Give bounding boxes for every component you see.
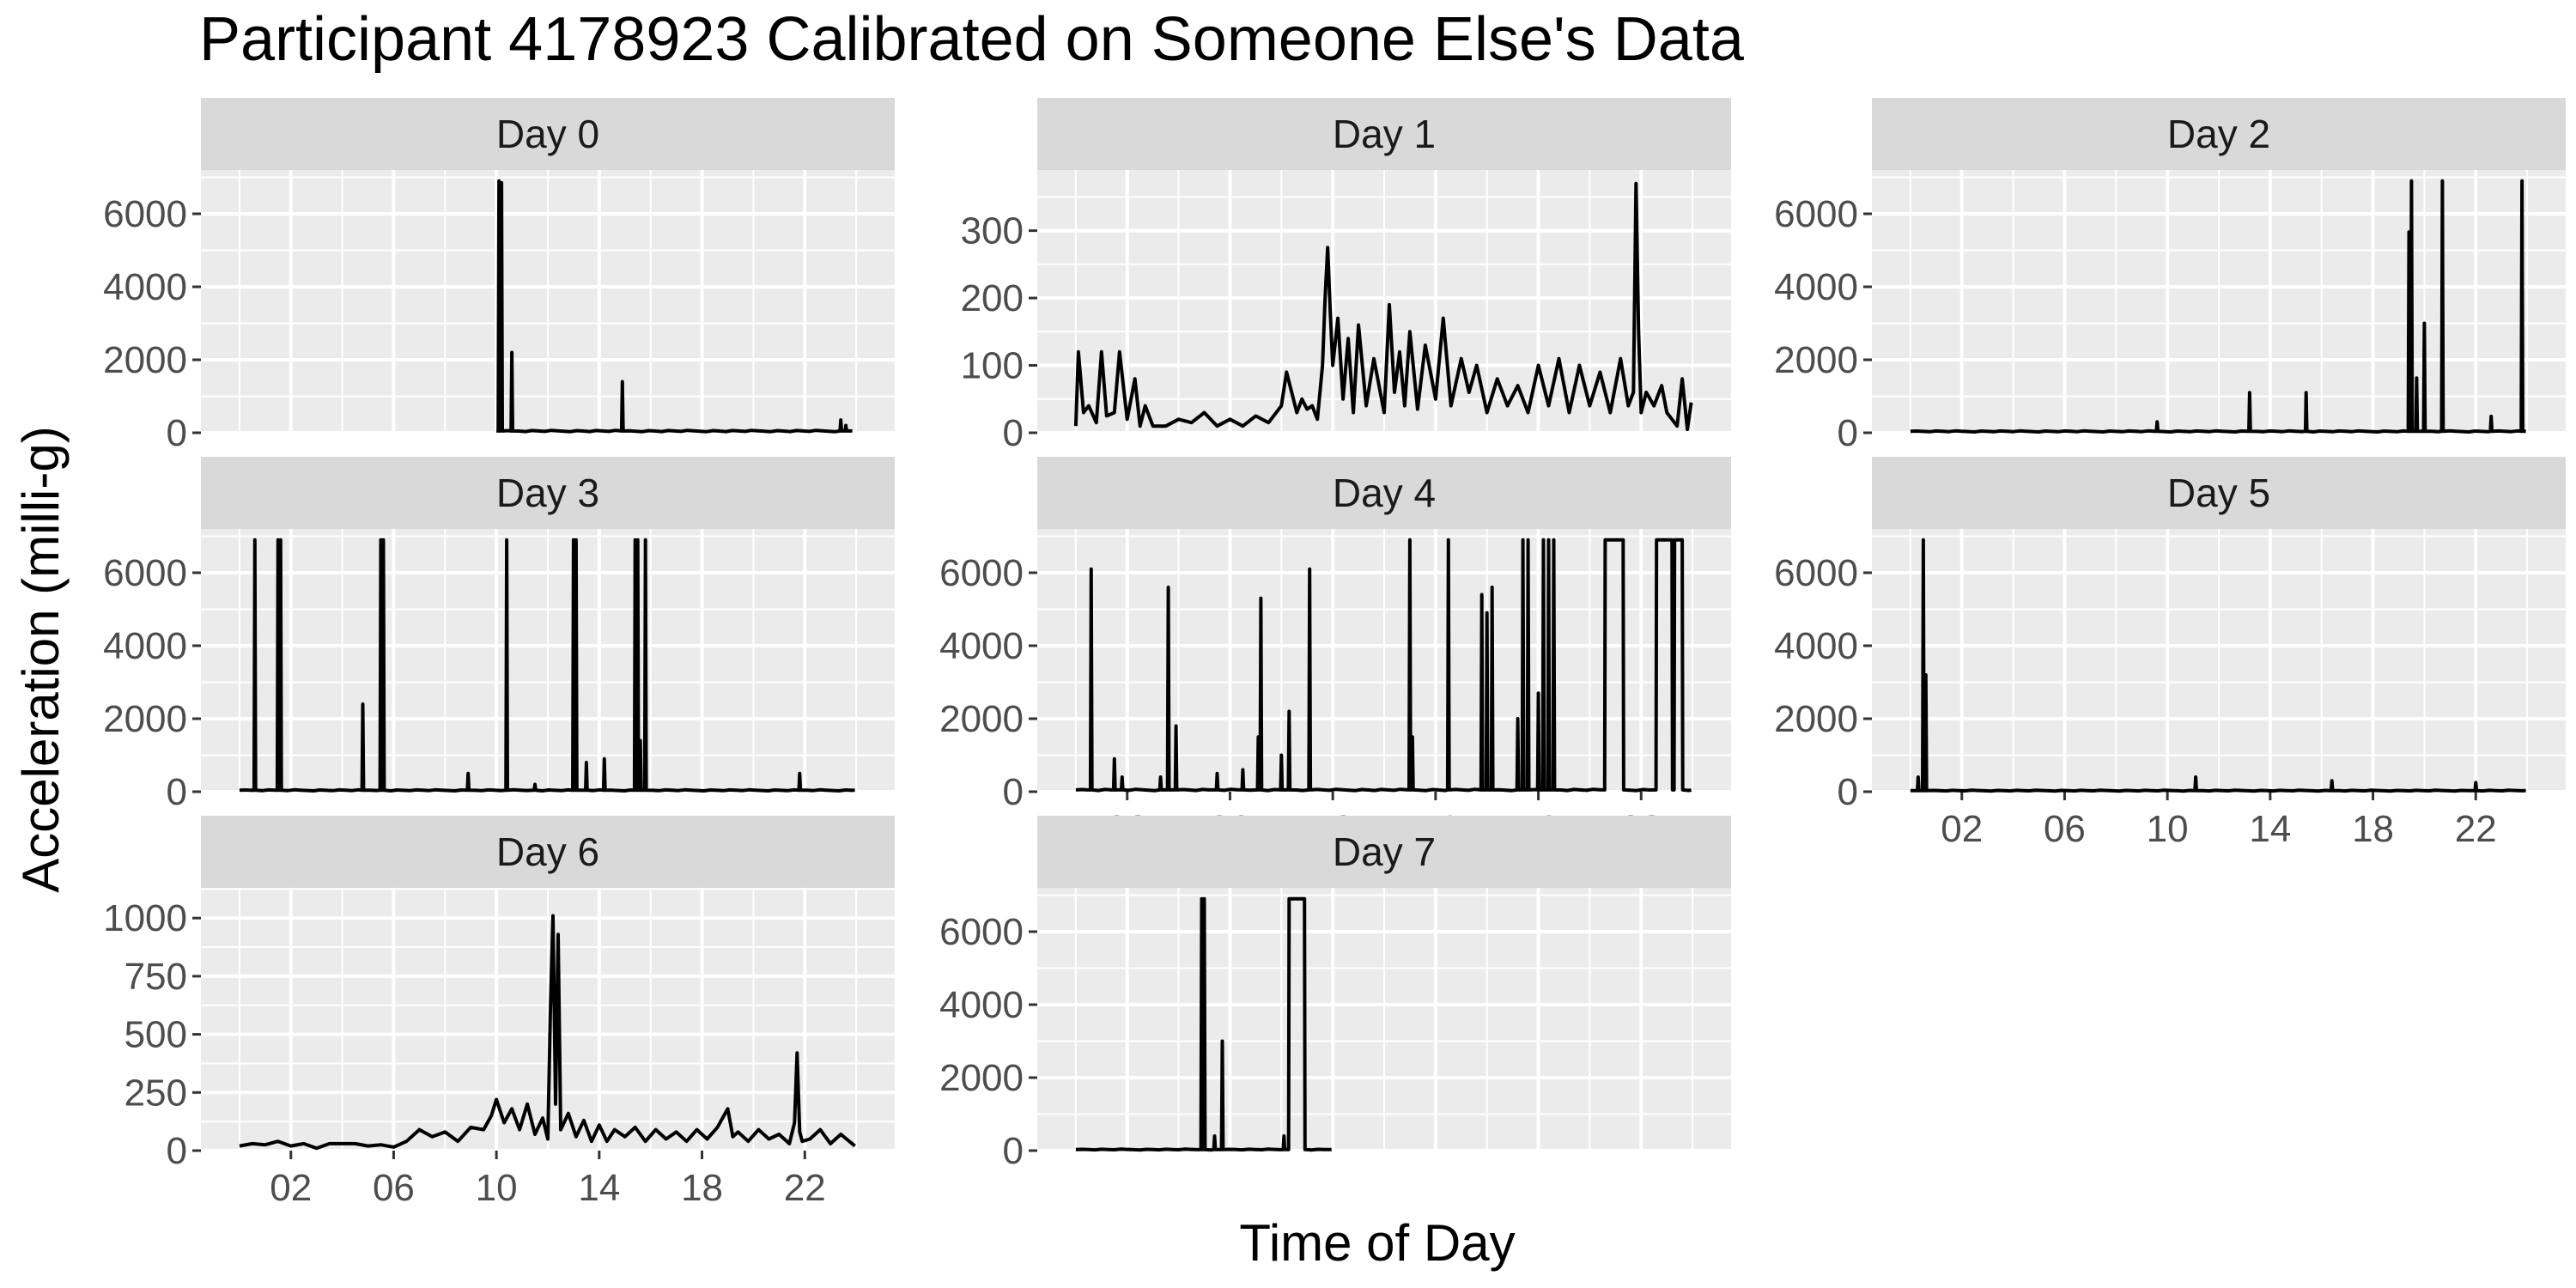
chart-title: Participant 4178923 Calibrated on Someon…: [199, 5, 1745, 74]
facet-panel: Day 7 0 2000 4000 6000: [939, 816, 1731, 1172]
facet-strip-label: Day 3: [496, 471, 599, 515]
facet-panel: Day 0 0 2000 4000 6000: [103, 98, 895, 454]
y-tick-label: 2000: [939, 698, 1024, 740]
x-tick-label: 22: [784, 1167, 826, 1209]
facet-panel: Day 2 0 2000 4000 6000: [1774, 98, 2566, 454]
facet-strip-label: Day 7: [1333, 829, 1436, 874]
series-line: [239, 538, 855, 793]
y-tick-label: 6000: [939, 552, 1024, 594]
facet-strip: [201, 816, 895, 888]
y-axis-title: Acceleration (milli-g): [12, 426, 70, 892]
x-tick-label: 02: [270, 1167, 312, 1209]
facet-panel: Day 6 0 250 500 750 1000 02 06 10 14 18 22: [103, 816, 895, 1209]
series-line: [1073, 181, 1693, 432]
y-tick-label: 750: [125, 956, 187, 998]
y-tick-label: 300: [961, 210, 1024, 252]
series-line: [1075, 538, 1692, 793]
y-tick-label: 0: [1838, 412, 1858, 454]
facet-strip-label: Day 1: [1333, 112, 1436, 156]
y-tick-label: 0: [167, 771, 187, 813]
facet-panel: Day 5 0 2000 4000 6000 02 06 10 14 18 22: [1774, 457, 2566, 850]
facet-strip-label: Day 2: [2167, 112, 2270, 156]
series-line: [1910, 538, 2526, 793]
y-tick-label: 6000: [103, 193, 187, 235]
facet-strip-label: Day 5: [2167, 471, 2270, 515]
series-line: [496, 179, 853, 434]
y-tick-label: 0: [1003, 771, 1024, 813]
y-tick-label: 1000: [103, 897, 187, 939]
y-tick-label: 4000: [1774, 625, 1858, 667]
y-tick-label: 100: [961, 345, 1024, 387]
x-axis-title: Time of Day: [1239, 1214, 1515, 1272]
y-tick-label: 2000: [1774, 698, 1858, 740]
facet-strip-label: Day 0: [496, 112, 599, 156]
facet-strip: [1872, 98, 2566, 170]
facet-strip-label: Day 6: [496, 829, 599, 874]
series-line: [1910, 179, 2526, 434]
y-tick-label: 500: [125, 1014, 187, 1056]
y-tick-label: 0: [1838, 771, 1858, 813]
y-tick-label: 4000: [1774, 266, 1858, 308]
y-tick-label: 2000: [939, 1057, 1024, 1099]
y-tick-label: 2000: [103, 698, 187, 740]
x-tick-label: 14: [2249, 808, 2291, 850]
y-tick-label: 4000: [103, 625, 187, 667]
y-tick-label: 4000: [103, 266, 187, 308]
y-tick-label: 2000: [103, 339, 187, 381]
y-tick-label: 6000: [1774, 193, 1858, 235]
facet-panel: Day 40200040006000020610141822: [939, 457, 1731, 850]
y-tick-label: 0: [1003, 412, 1024, 454]
y-tick-label: 6000: [939, 911, 1024, 953]
facet-panel: Day 3 0 2000 4000 6000: [103, 457, 895, 813]
y-tick-label: 200: [961, 277, 1024, 319]
x-tick-label: 14: [578, 1167, 620, 1209]
facet-strip: [201, 98, 895, 170]
x-tick-label: 06: [373, 1167, 415, 1209]
y-tick-label: 0: [167, 412, 187, 454]
facet-strip: [1037, 457, 1731, 529]
facet-strip: [1037, 816, 1731, 888]
y-tick-label: 0: [167, 1130, 187, 1172]
facet-strip: [1872, 457, 2566, 529]
facet-panel: Day 1 0 100 200 300: [961, 98, 1731, 454]
x-tick-label: 18: [681, 1167, 723, 1209]
y-tick-label: 2000: [1774, 339, 1858, 381]
y-tick-label: 6000: [103, 552, 187, 594]
x-tick-label: 10: [2147, 808, 2189, 850]
facet-strip: [201, 457, 895, 529]
x-tick-label: 10: [476, 1167, 518, 1209]
y-tick-label: 4000: [939, 625, 1024, 667]
y-tick-label: 4000: [939, 984, 1024, 1026]
y-tick-label: 250: [125, 1072, 187, 1114]
x-tick-label: 02: [1941, 808, 1983, 850]
facet-strip: [1037, 98, 1731, 170]
y-tick-label: 6000: [1774, 552, 1858, 594]
x-tick-label: 22: [2455, 808, 2497, 850]
x-tick-label: 18: [2352, 808, 2394, 850]
series-line: [239, 914, 856, 1151]
series-line: [1075, 896, 1332, 1152]
x-tick-label: 06: [2044, 808, 2086, 850]
facet-strip-label: Day 4: [1333, 471, 1436, 515]
y-tick-label: 0: [1003, 1130, 1024, 1172]
